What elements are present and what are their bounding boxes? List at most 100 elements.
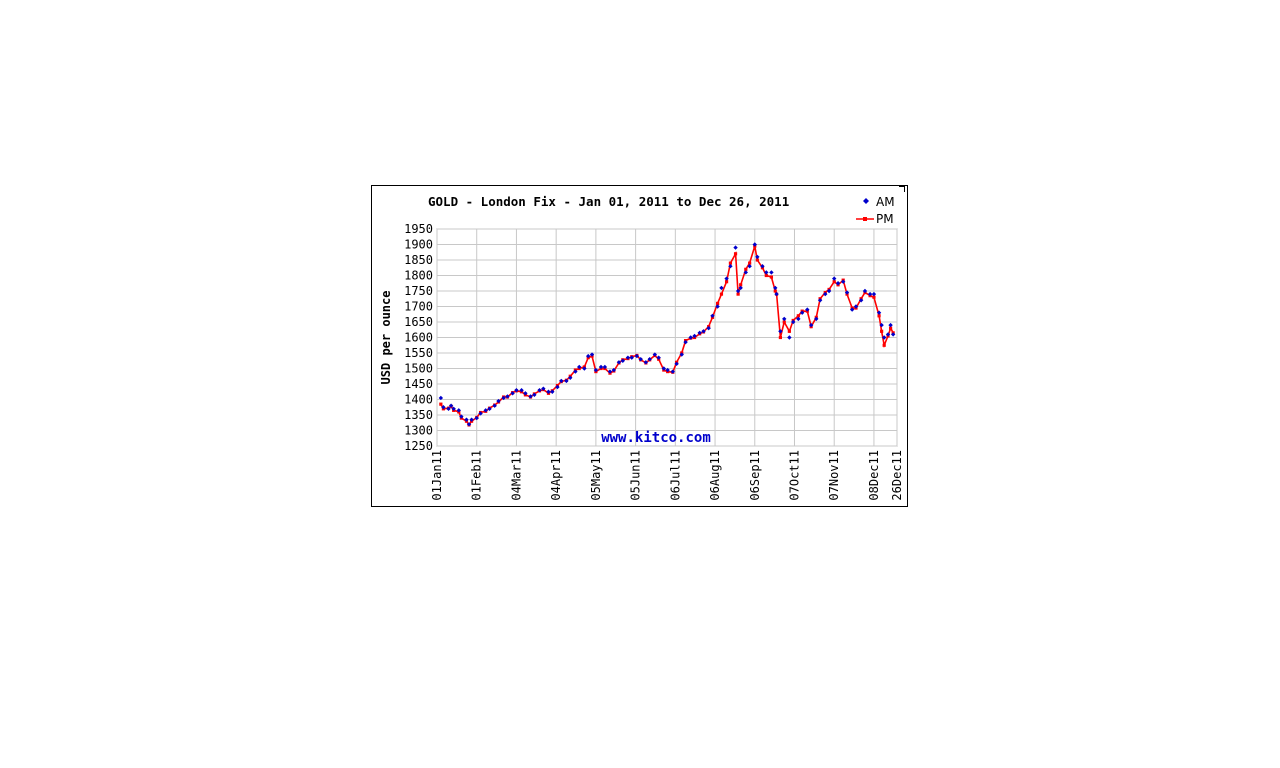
x-axis-tick-labels: 01Jan11 01Feb11 04Mar11 04Apr11 05May11 05Jun… [430, 450, 904, 501]
pm-point [782, 320, 786, 324]
am-point [564, 378, 569, 384]
y-tick-label: 1800 [404, 269, 433, 283]
y-tick-label: 1750 [404, 284, 433, 298]
y-tick-label: 1350 [404, 408, 433, 422]
pm-point [888, 326, 893, 330]
pm-point [769, 275, 774, 279]
legend-pm-marker [863, 217, 867, 221]
am-point [849, 307, 855, 312]
am-point [787, 335, 792, 340]
am-point [483, 408, 488, 413]
am-point [796, 316, 801, 322]
am-point [840, 279, 846, 284]
am-point [738, 285, 743, 291]
chart-grid [436, 228, 898, 447]
y-tick-label: 1500 [404, 362, 433, 376]
am-point [616, 360, 622, 365]
y-tick-label: 1650 [404, 315, 433, 329]
legend-am-label: AM [876, 195, 895, 209]
am-point [871, 291, 877, 297]
pm-point [832, 280, 836, 284]
am-point [446, 406, 451, 411]
am-point [523, 391, 528, 396]
am-point [546, 389, 551, 394]
am-point [634, 353, 640, 359]
pm-point [764, 273, 768, 278]
am-point [881, 335, 887, 340]
am-point [782, 316, 787, 322]
x-tick-label: 05May11 [589, 450, 603, 501]
x-tick-label: 01Jan11 [430, 450, 444, 501]
am-point [733, 245, 738, 250]
am-point [832, 276, 837, 281]
am-point [643, 360, 649, 365]
pm-point [755, 258, 759, 262]
pm-point [733, 252, 738, 256]
am-point [474, 415, 479, 421]
y-tick-label: 1550 [404, 346, 433, 360]
am-point [459, 414, 464, 419]
am-point [890, 332, 896, 337]
am-point [451, 406, 456, 411]
am-point [585, 353, 591, 359]
pm-point [773, 289, 777, 293]
pm-point [724, 280, 729, 284]
pm-point [882, 343, 886, 347]
pm-point [439, 402, 443, 406]
am-point [706, 326, 711, 331]
pm-point [744, 267, 748, 271]
am-point [747, 264, 752, 269]
am-point [670, 369, 675, 374]
am-point [799, 310, 805, 315]
am-point [858, 298, 864, 303]
am-point [510, 391, 515, 396]
x-tick-label: 06Sep11 [748, 450, 762, 501]
am-point [844, 290, 850, 295]
am-point [550, 389, 555, 394]
am-point [808, 322, 814, 328]
am-point [743, 270, 749, 275]
pm-point [748, 261, 752, 265]
am-point [496, 398, 501, 404]
series-layer [438, 242, 896, 427]
am-point [697, 330, 702, 336]
pm-point [739, 283, 743, 287]
am-point [876, 310, 882, 315]
pm-point [728, 261, 733, 265]
x-tick-label: 05Jun11 [629, 450, 643, 501]
am-point [519, 388, 524, 393]
chart-title: GOLD - London Fix - Jan 01, 2011 to Dec … [428, 194, 789, 209]
x-tick-label: 01Feb11 [470, 450, 484, 501]
am-point [478, 411, 483, 416]
am-point [661, 366, 666, 371]
x-tick-label: 04Apr11 [549, 450, 563, 501]
am-point [448, 403, 454, 408]
pm-point [796, 314, 800, 318]
pm-point [716, 301, 720, 305]
am-point [835, 281, 841, 286]
x-tick-label: 26Dec11 [890, 450, 904, 501]
gold-price-chart: GOLD - London Fix - Jan 01, 2011 to Dec … [371, 185, 908, 507]
am-point [589, 352, 595, 357]
am-point [528, 394, 533, 399]
am-point [769, 270, 774, 275]
am-point [715, 304, 720, 309]
x-tick-label: 08Dec11 [867, 450, 881, 501]
am-point [774, 291, 779, 297]
y-tick-label: 1600 [404, 331, 433, 345]
y-tick-label: 1900 [404, 238, 433, 252]
y-tick-label: 1300 [404, 424, 433, 438]
x-tick-label: 06Jul11 [668, 450, 682, 501]
x-tick-label: 06Aug11 [708, 450, 722, 501]
watermark-text: www.kitco.com [601, 430, 711, 446]
am-point [867, 291, 873, 297]
am-point [823, 291, 828, 297]
am-point [501, 395, 506, 401]
am-point [764, 270, 769, 275]
am-point [888, 322, 893, 328]
y-tick-label: 1850 [404, 253, 433, 267]
chart-canvas: GOLD - London Fix - Jan 01, 2011 to Dec … [379, 194, 904, 501]
am-point [652, 352, 658, 357]
pm-point [778, 335, 782, 340]
